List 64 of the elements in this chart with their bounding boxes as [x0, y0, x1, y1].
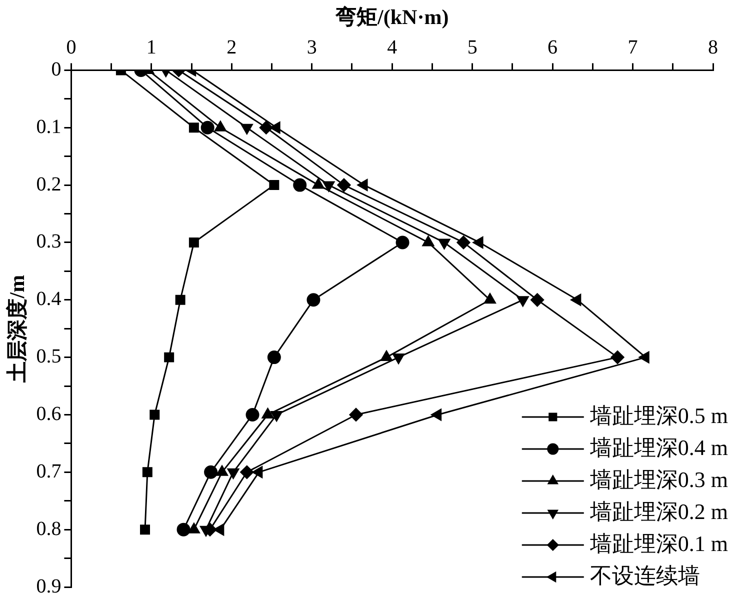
- point: [456, 236, 470, 250]
- point: [322, 181, 335, 192]
- point: [252, 466, 263, 478]
- x-tick-label: 4: [387, 36, 398, 58]
- x-tick-label: 2: [226, 36, 237, 58]
- y-tick-label: 0.8: [36, 518, 62, 540]
- x-tick-label: 0: [66, 36, 76, 58]
- x-tick-label: 6: [548, 36, 558, 58]
- point: [472, 236, 484, 248]
- x-tick-label: 3: [306, 36, 317, 58]
- point: [188, 522, 200, 534]
- y-tick-label: 0.2: [36, 173, 62, 196]
- point: [438, 238, 450, 250]
- x-tick-label: 8: [708, 36, 718, 58]
- legend-label: 墙趾埋深0.2 m: [588, 498, 728, 524]
- point: [240, 124, 253, 134]
- point: [380, 350, 392, 362]
- y-tick-label: 0.4: [36, 288, 62, 310]
- x-axis-title: 弯矩/(kN·m): [334, 5, 449, 30]
- point: [150, 410, 160, 420]
- point: [516, 296, 529, 307]
- point: [293, 178, 307, 192]
- legend-label: 墙趾埋深0.1 m: [588, 530, 728, 556]
- legend-label: 不设连续墙: [590, 562, 700, 588]
- legend-label: 墙趾埋深0.5 m: [588, 402, 728, 428]
- point: [610, 350, 624, 364]
- point: [200, 120, 214, 134]
- point: [337, 178, 351, 192]
- y-tick-label: 0.6: [36, 402, 62, 425]
- point: [240, 465, 254, 479]
- point: [204, 465, 218, 479]
- y-tick-label: 0.1: [36, 116, 62, 138]
- point: [530, 293, 544, 307]
- point: [306, 293, 320, 307]
- y-tick-label: 0: [51, 58, 62, 80]
- x-tick-label: 7: [628, 36, 638, 58]
- x-tick-label: 1: [146, 36, 156, 58]
- y-tick-label: 0.7: [36, 460, 62, 482]
- point: [164, 352, 174, 362]
- y-tick-label: 0.9: [36, 575, 62, 598]
- point: [638, 351, 650, 364]
- point: [142, 467, 152, 478]
- y-axis-title: 土层深度/m: [5, 274, 30, 384]
- point: [175, 294, 186, 305]
- point: [140, 524, 150, 535]
- legend-label: 墙趾埋深0.4 m: [588, 434, 728, 460]
- y-tick-label: 0.5: [36, 346, 62, 368]
- point: [227, 468, 240, 479]
- point: [188, 237, 199, 248]
- point: [396, 236, 410, 250]
- x-tick-label: 5: [467, 36, 478, 58]
- y-tick-label: 0.3: [36, 230, 62, 253]
- point: [431, 408, 442, 421]
- point: [246, 408, 260, 422]
- point: [269, 180, 280, 190]
- legend-label: 墙趾埋深0.3 m: [588, 466, 728, 492]
- point: [570, 294, 582, 306]
- point: [357, 179, 368, 191]
- point: [349, 408, 363, 422]
- point: [267, 350, 281, 364]
- point: [176, 522, 190, 536]
- point: [188, 122, 199, 133]
- point: [259, 120, 273, 134]
- point: [270, 410, 283, 422]
